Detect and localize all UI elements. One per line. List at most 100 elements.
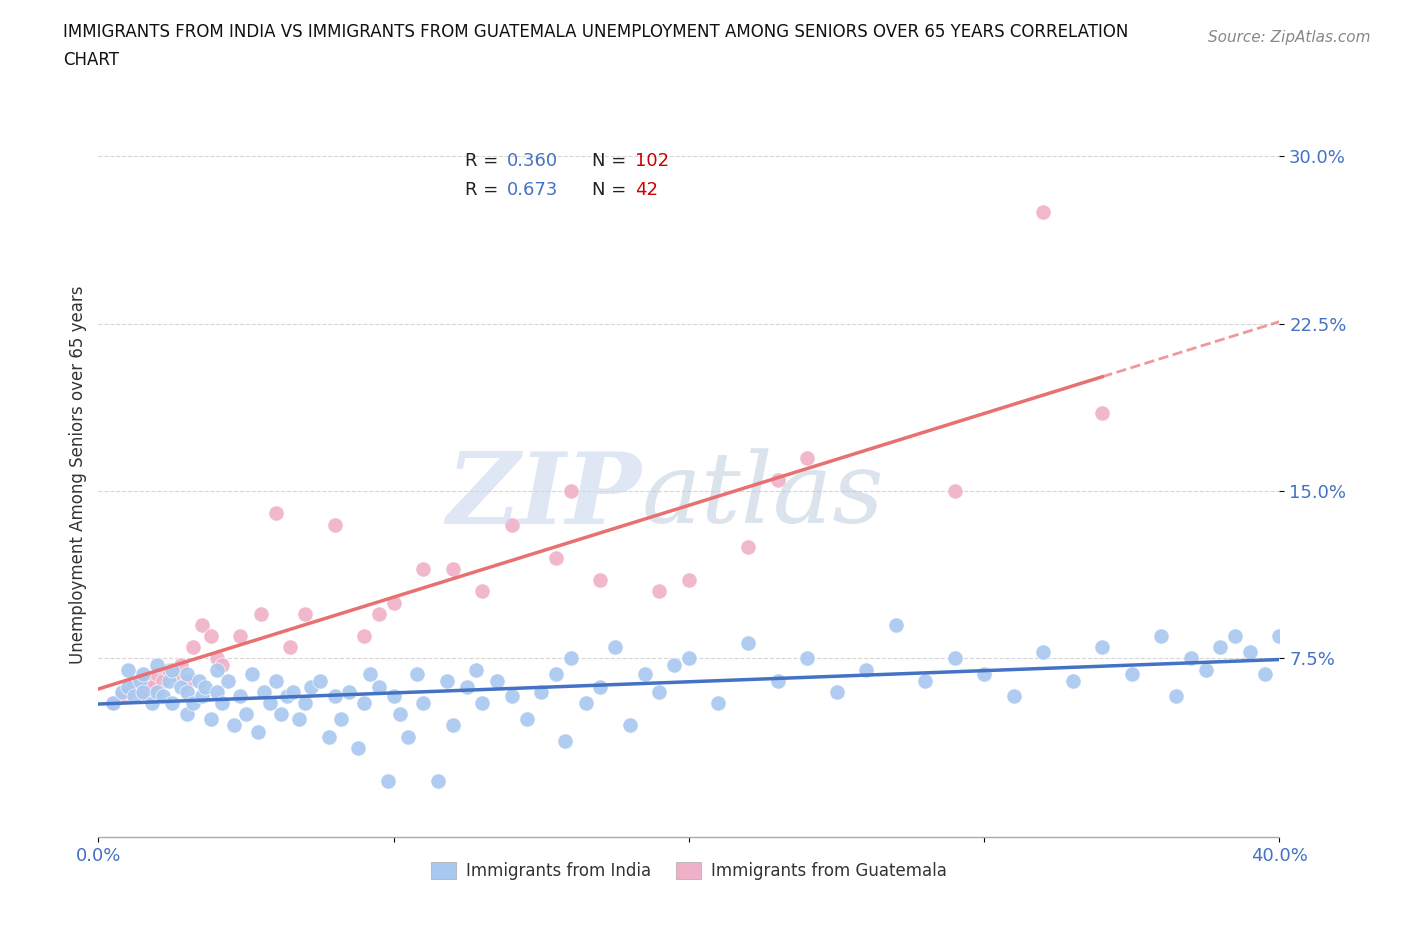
Point (914, 673, 936, 688)
Point (294, 606, 316, 621)
Point (141, 680, 163, 695)
Point (235, 707, 257, 722)
Point (259, 696, 281, 711)
Point (117, 680, 139, 695)
Point (187, 673, 209, 688)
Point (1032, 644, 1054, 659)
Point (146, 667, 169, 682)
Text: N =: N = (592, 181, 633, 199)
Point (157, 662, 180, 677)
Point (170, 680, 193, 695)
Point (205, 651, 228, 666)
Point (943, 651, 966, 666)
Point (1166, 689, 1188, 704)
Point (1121, 667, 1143, 682)
Point (406, 667, 429, 682)
Point (471, 696, 494, 711)
Point (664, 658, 686, 672)
Point (211, 696, 233, 711)
Point (132, 684, 155, 699)
Point (353, 629, 375, 644)
Point (264, 673, 287, 688)
Point (200, 629, 222, 644)
Point (1002, 689, 1025, 704)
Point (309, 673, 332, 688)
Point (194, 680, 217, 695)
Point (117, 684, 139, 699)
Point (162, 662, 183, 677)
Point (1091, 640, 1114, 655)
Point (465, 662, 488, 677)
Point (170, 658, 193, 672)
Text: CHART: CHART (63, 51, 120, 69)
Point (339, 684, 361, 699)
Point (501, 517, 523, 532)
Point (382, 595, 405, 610)
Point (103, 696, 125, 711)
Point (157, 673, 180, 688)
Point (825, 684, 848, 699)
Point (648, 684, 671, 699)
Point (165, 667, 187, 682)
Point (359, 667, 381, 682)
Point (111, 684, 134, 699)
Point (554, 734, 576, 749)
Point (368, 606, 391, 621)
Point (1268, 629, 1291, 644)
Point (205, 662, 228, 677)
Point (246, 724, 269, 739)
Point (501, 689, 523, 704)
Point (1209, 640, 1232, 655)
Point (181, 696, 204, 711)
Point (181, 640, 204, 655)
Text: R =: R = (464, 181, 503, 199)
Point (884, 618, 907, 632)
Text: atlas: atlas (641, 448, 884, 544)
Point (122, 680, 145, 695)
Point (270, 707, 292, 722)
Point (176, 684, 198, 699)
Point (280, 640, 302, 655)
Point (224, 718, 246, 733)
Point (264, 506, 287, 521)
Point (648, 584, 671, 599)
Point (253, 684, 276, 699)
Point (678, 651, 700, 666)
Y-axis label: Unemployment Among Seniors over 65 years: Unemployment Among Seniors over 65 years (69, 286, 87, 663)
Point (546, 667, 568, 682)
Point (240, 667, 263, 682)
Text: IMMIGRANTS FROM INDIA VS IMMIGRANTS FROM GUATEMALA UNEMPLOYMENT AMONG SENIORS OV: IMMIGRANTS FROM INDIA VS IMMIGRANTS FROM… (63, 23, 1129, 41)
Point (176, 707, 198, 722)
Point (176, 673, 198, 688)
Point (323, 517, 346, 532)
Point (1254, 667, 1277, 682)
Point (211, 658, 233, 672)
Text: N =: N = (592, 152, 631, 170)
Point (516, 711, 538, 726)
Point (152, 673, 174, 688)
Point (132, 684, 155, 699)
Point (141, 696, 163, 711)
Point (276, 689, 298, 704)
Point (766, 472, 789, 487)
Point (368, 680, 391, 695)
Point (146, 658, 169, 672)
Point (530, 684, 553, 699)
Point (250, 606, 273, 621)
Point (619, 718, 641, 733)
Point (412, 562, 434, 577)
Point (457, 680, 479, 695)
Point (737, 539, 759, 554)
Point (176, 667, 198, 682)
Point (229, 689, 252, 704)
Point (441, 718, 464, 733)
Text: 42: 42 (636, 181, 658, 199)
Point (471, 584, 494, 599)
Point (229, 629, 252, 644)
Point (589, 573, 612, 588)
Point (353, 696, 375, 711)
Point (294, 696, 316, 711)
Point (1239, 644, 1261, 659)
Point (398, 729, 420, 744)
Point (605, 640, 627, 655)
